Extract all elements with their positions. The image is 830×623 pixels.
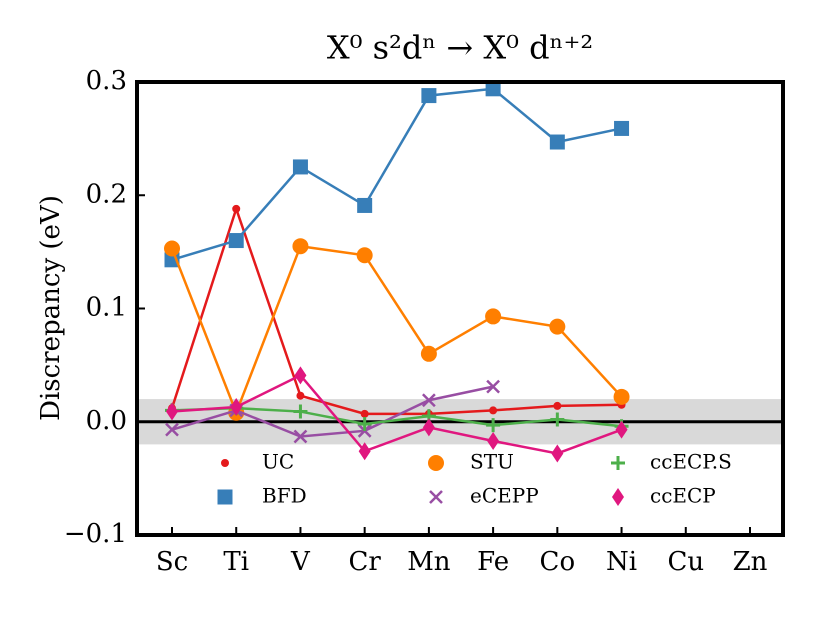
point: [615, 420, 628, 439]
point: [294, 366, 307, 385]
x-tick-label: Sc: [156, 547, 188, 577]
point: [549, 318, 566, 335]
point: [293, 404, 308, 419]
point: [486, 379, 500, 394]
point: [357, 197, 373, 213]
series-line: [170, 204, 622, 416]
legend-marker: [429, 490, 443, 504]
point: [422, 393, 436, 408]
point: [551, 444, 564, 463]
y-tick-label: 0.1: [86, 293, 127, 323]
x-tick-label: V: [290, 547, 311, 577]
point: [228, 233, 244, 249]
x-tick-label: Zn: [733, 547, 768, 577]
legend-marker: [217, 489, 233, 505]
x-tick-label: Cu: [667, 547, 704, 577]
series-line: [171, 385, 494, 438]
point: [550, 412, 565, 427]
y-tick-label: −0.1: [64, 519, 127, 549]
legend-label: ccECP: [650, 484, 716, 508]
x-tick-label: Co: [540, 547, 576, 577]
point: [549, 134, 565, 150]
x-tick-label: Mn: [407, 547, 451, 577]
legend-label: STU: [470, 450, 514, 474]
point: [164, 240, 180, 257]
x-tick-label: Fe: [477, 547, 509, 577]
point: [292, 238, 309, 255]
point: [614, 120, 630, 136]
chart-title: X⁰ s²dⁿ → X⁰ dⁿ⁺²: [327, 29, 593, 67]
point: [489, 406, 498, 415]
point: [296, 391, 305, 400]
point: [613, 388, 630, 405]
point: [420, 345, 437, 362]
series-line: [170, 244, 623, 417]
point: [165, 422, 179, 437]
legend-marker: [611, 456, 625, 470]
point: [485, 308, 502, 325]
legend-label: BFD: [262, 484, 307, 508]
point: [358, 442, 371, 461]
point: [360, 409, 369, 418]
point: [487, 432, 500, 451]
series-line: [171, 406, 622, 428]
point: [485, 81, 501, 97]
y-tick-label: 0.3: [86, 66, 127, 96]
legend-marker: [221, 459, 229, 467]
point: [553, 401, 562, 410]
legend-marker: [428, 455, 444, 471]
point: [356, 247, 373, 264]
point: [486, 418, 501, 433]
point: [292, 159, 308, 175]
series-line: [171, 87, 622, 261]
point: [230, 398, 243, 417]
series-line: [171, 373, 622, 455]
point: [232, 204, 241, 213]
legend-label: eCEPP: [470, 484, 539, 508]
plot-frame: [135, 80, 785, 537]
legend-label: UC: [262, 450, 294, 474]
point: [293, 429, 308, 444]
y-tick-label: 0.2: [86, 179, 127, 209]
x-tick-label: Ti: [223, 547, 249, 577]
legend-marker: [612, 488, 624, 506]
x-tick-label: Ni: [606, 547, 637, 577]
x-tick-label: Cr: [349, 547, 382, 577]
point: [421, 88, 437, 104]
legend-label: ccECP.S: [650, 450, 732, 474]
point: [357, 417, 372, 432]
point: [166, 402, 178, 421]
y-axis-label: Discrepancy (eV): [36, 195, 66, 421]
point: [422, 418, 435, 437]
y-tick-label: 0.0: [86, 406, 127, 436]
